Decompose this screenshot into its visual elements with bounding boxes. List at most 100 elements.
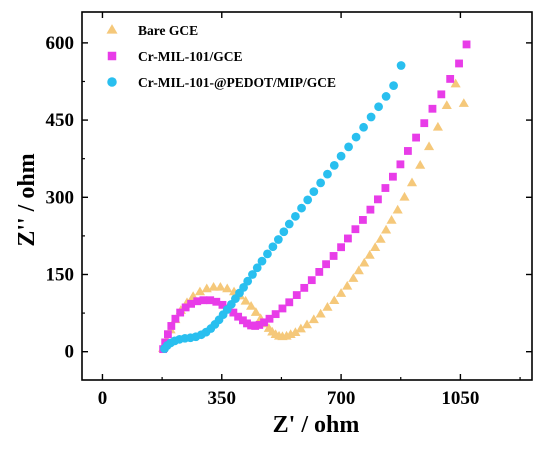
data-point-cr-mil-101-gce bbox=[187, 299, 196, 308]
data-point-bare-gce bbox=[441, 100, 452, 109]
series-cr-mil-101-gce bbox=[159, 40, 471, 354]
data-point-cr-mil-101-gce bbox=[229, 308, 238, 317]
data-point-bare-gce bbox=[381, 224, 392, 234]
data-point-cr-mil-101-gce bbox=[260, 318, 268, 327]
data-point-bare-gce bbox=[392, 204, 403, 214]
plot-area-frame bbox=[81, 11, 533, 381]
data-point-bare-gce bbox=[215, 281, 226, 291]
x-tick-label: 0 bbox=[98, 388, 108, 409]
data-point-bare-gce bbox=[364, 250, 375, 259]
data-point-bare-gce bbox=[370, 242, 381, 252]
data-point-cr-mil-101-gce bbox=[171, 314, 180, 323]
data-point-bare-gce bbox=[222, 283, 233, 293]
data-point-cr-mil-101-gce bbox=[351, 225, 360, 234]
data-point-cr-mil-101-gce bbox=[446, 74, 455, 83]
y-axis-label: Z'' / ohm bbox=[14, 153, 40, 246]
data-point-cr-mil-101-gce bbox=[388, 172, 397, 181]
data-point-cr-mil-101-pedot-mip-gce bbox=[309, 187, 319, 196]
data-point-cr-mil-101-gce bbox=[381, 184, 390, 192]
data-point-cr-mil-101-pedot-mip-gce bbox=[344, 142, 353, 152]
data-point-cr-mil-101-pedot-mip-gce bbox=[329, 161, 339, 170]
data-point-cr-mil-101-gce bbox=[420, 119, 429, 128]
x-tick-label: 700 bbox=[327, 388, 356, 409]
data-point-bare-gce bbox=[308, 314, 319, 324]
data-point-bare-gce bbox=[432, 121, 443, 131]
data-point-cr-mil-101-gce bbox=[265, 314, 274, 323]
series-layer bbox=[158, 40, 471, 354]
x-tick-label: 1050 bbox=[441, 388, 479, 409]
data-point-cr-mil-101-pedot-mip-gce bbox=[396, 61, 406, 70]
data-point-cr-mil-101-pedot-mip-gce bbox=[323, 169, 332, 179]
data-point-cr-mil-101-pedot-mip-gce bbox=[366, 112, 376, 122]
data-point-cr-mil-101-pedot-mip-gce bbox=[316, 178, 326, 188]
data-point-cr-mil-101-gce bbox=[366, 205, 375, 214]
data-point-cr-mil-101-pedot-mip-gce bbox=[297, 203, 306, 213]
data-point-cr-mil-101-gce bbox=[167, 322, 176, 330]
x-axis-label: Z' / ohm bbox=[273, 412, 360, 438]
data-point-cr-mil-101-pedot-mip-gce bbox=[268, 242, 278, 252]
y-tick-label: 150 bbox=[46, 264, 75, 285]
data-point-bare-gce bbox=[458, 98, 469, 107]
data-point-bare-gce bbox=[399, 191, 410, 201]
x-tick-label: 350 bbox=[208, 388, 237, 409]
data-point-bare-gce bbox=[322, 302, 333, 311]
data-point-bare-gce bbox=[336, 288, 347, 297]
y-tick-label: 450 bbox=[46, 110, 75, 131]
data-point-cr-mil-101-gce bbox=[462, 40, 471, 49]
data-point-cr-mil-101-gce bbox=[206, 296, 215, 305]
data-point-cr-mil-101-pedot-mip-gce bbox=[351, 132, 361, 142]
data-point-cr-mil-101-gce bbox=[234, 312, 243, 321]
data-point-bare-gce bbox=[329, 295, 340, 305]
data-point-cr-mil-101-pedot-mip-gce bbox=[374, 102, 383, 112]
data-point-bare-gce bbox=[375, 234, 386, 243]
legend-label-cr-mil-101-gce: Cr-MIL-101/GCE bbox=[138, 49, 243, 64]
data-point-cr-mil-101-pedot-mip-gce bbox=[257, 256, 267, 266]
data-point-bare-gce bbox=[295, 323, 306, 333]
data-point-bare-gce bbox=[348, 273, 359, 282]
y-tick-label: 0 bbox=[65, 342, 75, 363]
data-point-bare-gce bbox=[246, 300, 257, 310]
tick-layer: 0 350 700 1050 0 150 300 450 600 bbox=[46, 12, 532, 409]
data-point-cr-mil-101-gce bbox=[322, 260, 331, 269]
data-point-cr-mil-101-gce bbox=[337, 243, 346, 252]
data-point-cr-mil-101-gce bbox=[255, 321, 264, 329]
data-point-cr-mil-101-gce bbox=[292, 291, 301, 299]
data-point-bare-gce bbox=[359, 257, 370, 267]
data-point-cr-mil-101-pedot-mip-gce bbox=[243, 276, 253, 286]
data-point-cr-mil-101-gce bbox=[181, 303, 190, 312]
y-tick-label: 600 bbox=[46, 33, 75, 54]
data-point-cr-mil-101-gce bbox=[218, 300, 227, 309]
data-point-cr-mil-101-pedot-mip-gce bbox=[389, 81, 398, 90]
data-point-cr-mil-101-pedot-mip-gce bbox=[381, 92, 391, 101]
data-point-cr-mil-101-pedot-mip-gce bbox=[263, 249, 272, 259]
data-point-cr-mil-101-gce bbox=[329, 252, 338, 260]
data-point-cr-mil-101-gce bbox=[199, 296, 208, 305]
data-point-bare-gce bbox=[386, 215, 397, 224]
data-point-cr-mil-101-gce bbox=[212, 297, 221, 306]
data-point-bare-gce bbox=[406, 177, 418, 187]
data-point-cr-mil-101-gce bbox=[403, 147, 412, 155]
data-point-cr-mil-101-gce bbox=[455, 59, 463, 68]
legend-marker-cr-mil-101-gce bbox=[107, 51, 117, 61]
legend-marker-bare-gce bbox=[106, 24, 118, 34]
data-point-cr-mil-101-pedot-mip-gce bbox=[239, 282, 248, 292]
data-point-cr-mil-101-gce bbox=[247, 321, 256, 330]
data-point-bare-gce bbox=[415, 159, 426, 169]
data-point-bare-gce bbox=[315, 308, 326, 318]
data-point-cr-mil-101-gce bbox=[307, 276, 316, 285]
data-point-cr-mil-101-pedot-mip-gce bbox=[248, 270, 257, 279]
plot-frame-layer bbox=[81, 11, 533, 381]
data-point-cr-mil-101-gce bbox=[437, 90, 446, 99]
data-point-cr-mil-101-pedot-mip-gce bbox=[279, 227, 289, 237]
data-point-cr-mil-101-gce bbox=[238, 316, 247, 325]
data-point-cr-mil-101-pedot-mip-gce bbox=[273, 235, 283, 244]
data-point-cr-mil-101-gce bbox=[176, 308, 185, 317]
data-point-bare-gce bbox=[208, 281, 219, 291]
data-point-bare-gce bbox=[250, 307, 261, 316]
data-point-bare-gce bbox=[301, 319, 313, 329]
data-point-bare-gce bbox=[450, 78, 461, 88]
y-tick-label: 300 bbox=[46, 187, 75, 208]
data-point-bare-gce bbox=[423, 141, 435, 151]
